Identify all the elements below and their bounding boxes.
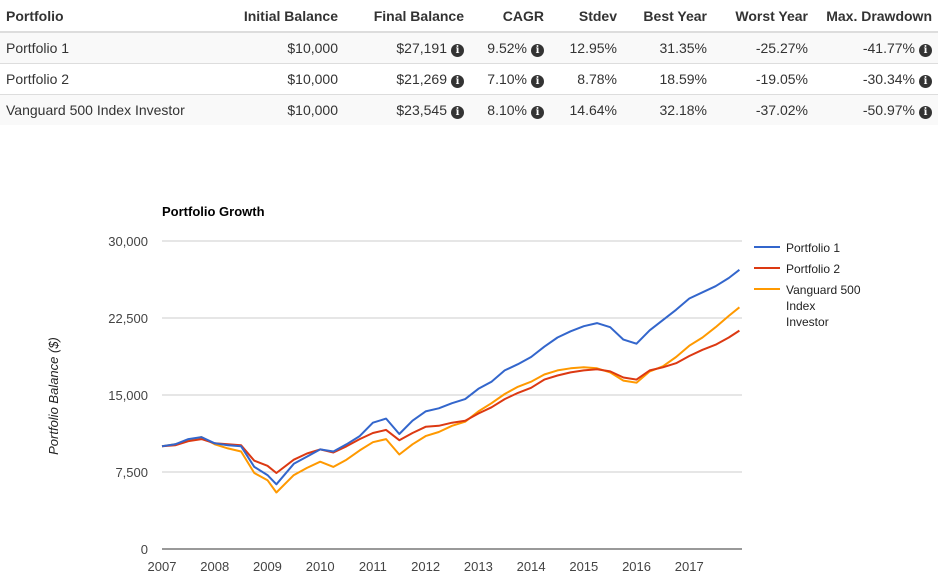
- portfolio-name: Portfolio 1: [0, 31, 220, 64]
- info-icon[interactable]: i: [919, 74, 932, 88]
- portfolio-name: Portfolio 2: [0, 63, 220, 95]
- cagr-cell: 8.10% i: [470, 94, 550, 125]
- x-tick-label: 2009: [253, 559, 282, 574]
- x-tick-label: 2012: [411, 559, 440, 574]
- x-tick-label: 2008: [200, 559, 229, 574]
- x-tick-label: 2011: [359, 559, 387, 574]
- x-tick-label: 2007: [148, 559, 177, 574]
- x-tick-label: 2016: [622, 559, 651, 574]
- column-header[interactable]: Worst Year: [713, 0, 814, 33]
- cagr: 8.10%: [487, 101, 527, 118]
- x-tick-label: 2017: [675, 559, 704, 574]
- y-axis-label: Portfolio Balance ($): [46, 337, 61, 455]
- column-header[interactable]: Best Year: [623, 0, 713, 33]
- x-tick-label: 2014: [517, 559, 546, 574]
- x-tick-label: 2010: [306, 559, 335, 574]
- initial-balance: $10,000: [220, 63, 344, 95]
- column-header[interactable]: Portfolio: [0, 0, 220, 33]
- portfolio-summary-table: Portfolio Initial Balance Final Balance …: [0, 0, 938, 125]
- final-balance-cell: $21,269 i: [344, 63, 470, 95]
- column-header[interactable]: Final Balance: [344, 0, 470, 33]
- legend-label: Vanguard 500 Index Investor: [786, 283, 861, 329]
- y-tick-label: 30,000: [108, 234, 148, 249]
- stdev: 14.64%: [550, 94, 623, 125]
- stdev: 12.95%: [550, 31, 623, 64]
- legend-label: Portfolio 1: [786, 241, 840, 255]
- best-year: 18.59%: [623, 63, 713, 95]
- column-header[interactable]: Stdev: [550, 0, 623, 33]
- final-balance: $21,269: [396, 70, 447, 87]
- x-tick-label: 2013: [464, 559, 493, 574]
- info-icon[interactable]: i: [451, 43, 464, 57]
- max-drawdown-cell: -41.77% i: [814, 31, 938, 64]
- series-line: [161, 306, 741, 494]
- column-header[interactable]: Max. Drawdown: [814, 0, 938, 33]
- best-year: 32.18%: [623, 94, 713, 125]
- final-balance-cell: $27,191 i: [344, 31, 470, 64]
- column-header[interactable]: Initial Balance: [220, 0, 344, 33]
- final-balance-cell: $23,545 i: [344, 94, 470, 125]
- portfolio-name: Vanguard 500 Index Investor: [0, 94, 220, 125]
- chart-title: Portfolio Growth: [162, 204, 265, 219]
- table-row: Portfolio 2 $10,000 $21,269 i 7.10% i 8.78…: [0, 63, 938, 95]
- y-tick-label: 22,500: [108, 311, 148, 326]
- final-balance: $23,545: [396, 101, 447, 118]
- info-icon[interactable]: i: [451, 105, 464, 119]
- final-balance: $27,191: [396, 39, 447, 56]
- y-tick-label: 7,500: [115, 465, 148, 480]
- cagr: 7.10%: [487, 70, 527, 87]
- info-icon[interactable]: i: [531, 105, 544, 119]
- max-drawdown-cell: -50.97% i: [814, 94, 938, 125]
- stdev: 8.78%: [550, 63, 623, 95]
- max-drawdown: -41.77%: [862, 39, 915, 56]
- worst-year: -37.02%: [713, 94, 814, 125]
- info-icon[interactable]: i: [919, 105, 932, 119]
- max-drawdown-cell: -30.34% i: [814, 63, 938, 95]
- portfolio-growth-chart: Portfolio Growth 0 7,500 15,000 22,500 30,00…: [46, 204, 861, 574]
- info-icon[interactable]: i: [531, 74, 544, 88]
- info-icon[interactable]: i: [531, 43, 544, 57]
- cagr-cell: 7.10% i: [470, 63, 550, 95]
- y-tick-label: 15,000: [108, 388, 148, 403]
- best-year: 31.35%: [623, 31, 713, 64]
- cagr-cell: 9.52% i: [470, 31, 550, 64]
- max-drawdown: -50.97%: [862, 101, 915, 118]
- table-row: Portfolio 1 $10,000 $27,191 i 9.52% i 12.9…: [0, 31, 938, 64]
- y-tick-label: 0: [141, 542, 148, 557]
- series-line: [161, 269, 741, 486]
- table-header-row: Portfolio Initial Balance Final Balance …: [0, 0, 938, 33]
- cagr: 9.52%: [487, 39, 527, 56]
- table-row: Vanguard 500 Index Investor $10,000 $23,…: [0, 94, 938, 125]
- worst-year: -25.27%: [713, 31, 814, 64]
- legend-label: Portfolio 2: [786, 262, 840, 276]
- x-tick-label: 2015: [569, 559, 598, 574]
- initial-balance: $10,000: [220, 31, 344, 64]
- worst-year: -19.05%: [713, 63, 814, 95]
- info-icon[interactable]: i: [919, 43, 932, 57]
- series-line: [161, 329, 740, 474]
- initial-balance: $10,000: [220, 94, 344, 125]
- info-icon[interactable]: i: [451, 74, 464, 88]
- column-header[interactable]: CAGR: [470, 0, 550, 33]
- max-drawdown: -30.34%: [862, 70, 915, 87]
